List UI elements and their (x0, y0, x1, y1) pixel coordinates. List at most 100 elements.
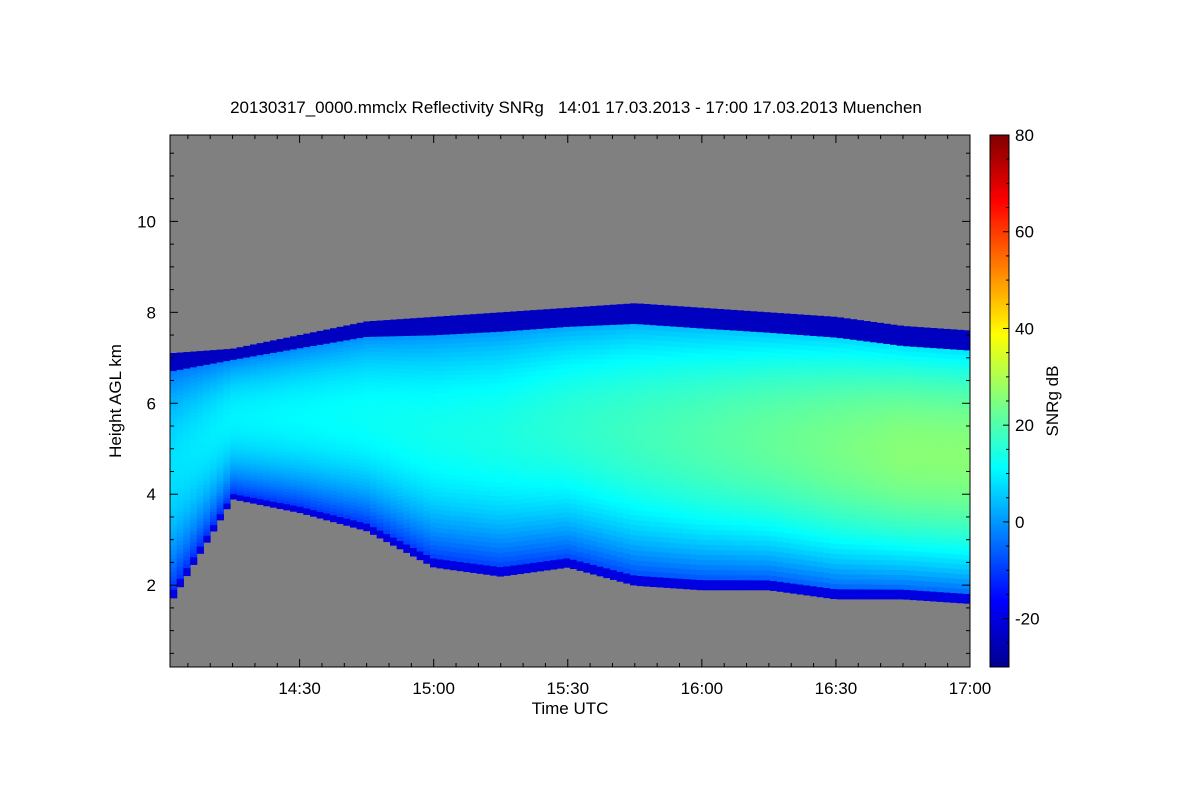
echo-cell (610, 417, 618, 423)
echo-cell (690, 377, 698, 384)
echo-cell (570, 442, 578, 448)
echo-cell (230, 429, 238, 433)
echo-cell (723, 584, 731, 591)
echo-cell (616, 383, 624, 389)
echo-cell (416, 430, 424, 435)
echo-cell (370, 381, 378, 387)
echo-cell (376, 471, 384, 477)
echo-cell (450, 433, 458, 439)
echo-cell (343, 382, 351, 387)
echo-cell (623, 413, 631, 420)
echo-cell (296, 493, 304, 498)
echo-cell (510, 391, 518, 397)
echo-cell (576, 330, 584, 336)
echo-cell (343, 489, 351, 494)
echo-cell (410, 330, 418, 336)
echo-cell (250, 460, 258, 464)
echo-cell (590, 473, 598, 479)
echo-cell (610, 309, 618, 316)
echo-cell (276, 484, 284, 488)
echo-cell (616, 393, 624, 399)
echo-cell (690, 382, 698, 389)
echo-cell (576, 424, 584, 430)
echo-cell (603, 305, 611, 311)
echo-cell (203, 388, 211, 393)
echo-cell (216, 428, 224, 433)
echo-cell (683, 357, 691, 363)
echo-cell (456, 483, 464, 490)
echo-cell (170, 545, 178, 551)
echo-cell (376, 510, 384, 516)
echo-cell (550, 383, 558, 389)
echo-cell (330, 386, 338, 391)
echo-cell (743, 360, 751, 367)
echo-cell (710, 363, 718, 370)
echo-cell (763, 545, 771, 551)
echo-cell (483, 313, 491, 319)
echo-cell (496, 491, 504, 497)
echo-cell (690, 518, 698, 525)
echo-cell (410, 500, 418, 506)
echo-cell (496, 401, 504, 408)
echo-cell (330, 335, 338, 340)
echo-cell (383, 339, 391, 345)
echo-cell (303, 362, 311, 367)
echo-cell (636, 509, 644, 516)
echo-cell (210, 456, 218, 461)
echo-cell (556, 377, 564, 384)
echo-cell (463, 410, 471, 417)
echo-cell (350, 392, 358, 398)
echo-cell (270, 405, 278, 410)
echo-cell (283, 377, 291, 382)
echo-cell (376, 456, 384, 461)
echo-cell (530, 510, 538, 517)
echo-cell (383, 490, 391, 495)
echo-cell (330, 400, 338, 405)
echo-cell (503, 330, 511, 337)
echo-cell (603, 567, 611, 574)
echo-cell (263, 388, 271, 393)
echo-cell (730, 554, 738, 561)
echo-cell (703, 428, 711, 435)
echo-cell (356, 333, 364, 339)
echo-cell (510, 499, 518, 505)
echo-cell (690, 428, 698, 434)
echo-cell (276, 438, 284, 443)
echo-cell (716, 529, 724, 536)
echo-cell (270, 352, 278, 356)
echo-cell (383, 327, 391, 333)
echo-cell (516, 531, 524, 537)
echo-cell (176, 427, 184, 433)
echo-cell (483, 546, 491, 552)
echo-cell (650, 334, 658, 341)
echo-cell (430, 401, 438, 407)
echo-cell (330, 459, 338, 464)
echo-cell (303, 485, 311, 490)
echo-cell (750, 336, 758, 342)
echo-cell (723, 399, 731, 406)
echo-cell (543, 318, 551, 324)
echo-cell (296, 338, 304, 342)
echo-cell (236, 423, 244, 428)
echo-cell (356, 451, 364, 456)
echo-cell (530, 384, 538, 391)
echo-cell (436, 415, 444, 421)
echo-cell (563, 344, 571, 351)
echo-cell (643, 439, 651, 446)
echo-cell (330, 411, 338, 416)
echo-cell (550, 499, 558, 505)
echo-cell (656, 325, 664, 331)
echo-cell (396, 409, 404, 415)
echo-cell (323, 397, 331, 402)
echo-cell (270, 486, 278, 490)
echo-cell (416, 486, 424, 492)
echo-cell (316, 454, 324, 459)
echo-cell (476, 336, 484, 343)
echo-cell (170, 466, 178, 472)
echo-cell (230, 447, 238, 452)
echo-cell (450, 428, 458, 435)
echo-cell (376, 467, 384, 473)
echo-cell (356, 469, 364, 475)
echo-cell (263, 417, 271, 422)
echo-cell (556, 484, 564, 490)
